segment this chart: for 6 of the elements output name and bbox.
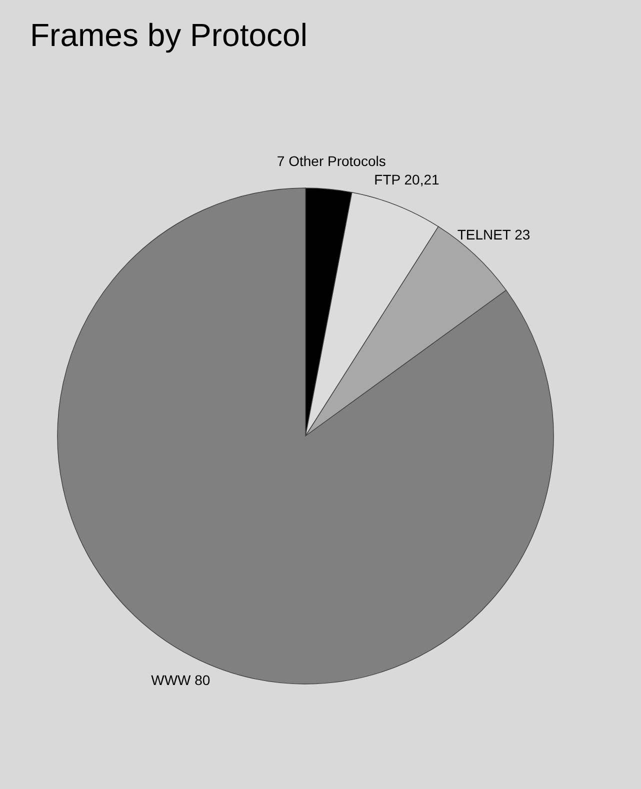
slice-label: WWW 80 (151, 672, 210, 688)
pie-slice (57, 188, 554, 684)
slice-label: TELNET 23 (457, 226, 530, 243)
slice-label: 7 Other Protocols (276, 153, 386, 170)
slice-label: FTP 20,21 (374, 171, 440, 188)
chart-title: Frames by Protocol (30, 17, 308, 53)
